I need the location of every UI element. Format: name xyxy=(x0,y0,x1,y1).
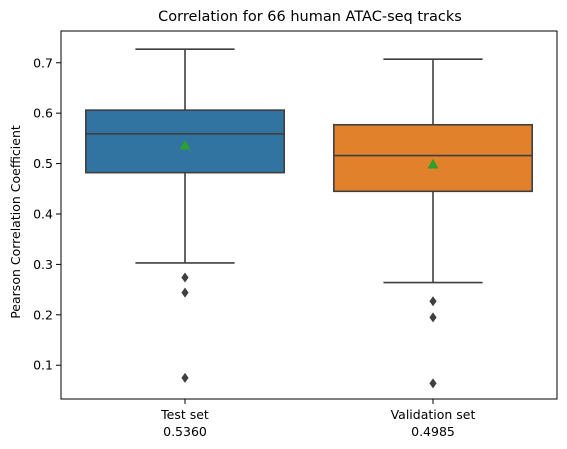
axes-frame xyxy=(60,30,558,400)
mean-marker xyxy=(427,158,439,169)
plot-area: 0.1 0.2 0.3 0.4 0.5 0.6 0.7 Test set 0.5360 Valid… xyxy=(33,30,558,439)
y-tick-label: 0.5 xyxy=(33,156,53,171)
y-tick-label: 0.6 xyxy=(33,106,53,121)
outlier-point xyxy=(181,287,189,298)
y-tick-label: 0.2 xyxy=(33,307,53,322)
x-tick-label: Validation set xyxy=(391,407,476,422)
outlier-point xyxy=(429,378,437,389)
y-tick-label: 0.1 xyxy=(33,358,53,373)
x-tick-score: 0.5360 xyxy=(163,424,207,439)
x-tick-label: Test set xyxy=(160,407,209,422)
y-tick-label: 0.7 xyxy=(33,55,53,70)
box-validation-set xyxy=(332,123,533,193)
outlier-point xyxy=(429,312,437,323)
y-axis-label: Pearson Correlation Coefficient xyxy=(8,125,23,319)
y-tick-label: 0.4 xyxy=(33,206,53,221)
mean-marker xyxy=(179,139,191,150)
y-tick-label: 0.3 xyxy=(33,257,53,272)
outlier-point xyxy=(181,372,189,383)
outlier-point xyxy=(429,296,437,307)
x-tick-score: 0.4985 xyxy=(411,424,455,439)
chart-title: Correlation for 66 human ATAC-seq tracks xyxy=(158,9,462,25)
outlier-point xyxy=(181,272,189,283)
